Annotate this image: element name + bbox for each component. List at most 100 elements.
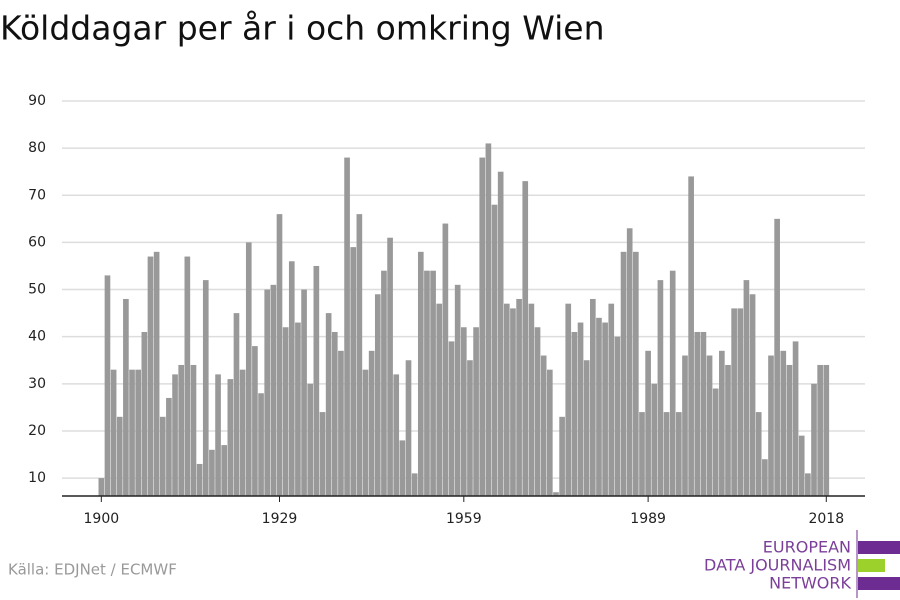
bar xyxy=(319,412,326,496)
bar xyxy=(393,374,400,496)
y-tick-label: 40 xyxy=(28,329,46,345)
bar xyxy=(362,369,369,496)
bar xyxy=(737,308,744,496)
chart-title: Kölddagar per år i och omkring Wien xyxy=(0,9,605,48)
bar xyxy=(233,313,240,496)
bar xyxy=(190,364,197,496)
bar xyxy=(123,298,129,496)
bar xyxy=(387,237,393,496)
x-tick-label: 1989 xyxy=(630,511,666,527)
bar xyxy=(172,374,178,496)
bar xyxy=(141,331,148,496)
bar xyxy=(645,350,651,496)
bar xyxy=(295,322,301,496)
bar xyxy=(288,261,295,496)
bar xyxy=(270,284,277,496)
bar xyxy=(381,270,387,496)
bar xyxy=(442,223,449,496)
bar xyxy=(350,247,357,496)
bar xyxy=(313,265,320,496)
bar xyxy=(448,341,455,496)
bar xyxy=(620,251,627,496)
bar xyxy=(712,388,719,496)
bar xyxy=(565,303,572,496)
logo-text: DATA JOURNALISM xyxy=(704,556,851,575)
y-tick-label: 90 xyxy=(28,93,46,109)
x-tick-label: 1929 xyxy=(262,511,298,527)
y-tick-label: 70 xyxy=(28,187,46,203)
bar xyxy=(301,289,307,496)
bar xyxy=(424,270,430,496)
bar xyxy=(227,379,234,496)
bar xyxy=(178,364,185,496)
bar xyxy=(473,327,479,496)
bar xyxy=(374,294,381,496)
bar xyxy=(749,294,756,496)
bar xyxy=(614,336,621,496)
logo-text: EUROPEAN xyxy=(763,538,851,557)
bar xyxy=(669,270,676,496)
bar xyxy=(528,303,535,496)
bar xyxy=(676,412,682,496)
bar xyxy=(590,298,596,496)
bar xyxy=(755,412,762,496)
bar xyxy=(104,275,111,496)
bar xyxy=(608,303,615,496)
bar xyxy=(762,459,768,496)
bar xyxy=(663,412,670,496)
bar xyxy=(682,355,688,496)
y-tick-label: 10 xyxy=(28,470,46,486)
bar xyxy=(651,383,658,496)
bar xyxy=(706,355,713,496)
bar xyxy=(135,369,142,496)
x-tick-label: 1959 xyxy=(446,511,482,527)
bar xyxy=(786,364,793,496)
bar xyxy=(245,242,252,496)
y-tick-label: 50 xyxy=(28,282,46,298)
y-tick-label: 20 xyxy=(28,423,46,439)
bar xyxy=(110,369,117,496)
y-tick-label: 80 xyxy=(28,140,46,156)
bar xyxy=(411,473,418,496)
bar xyxy=(639,412,645,496)
source: Källa: EDJNet / ECMWF xyxy=(8,561,177,579)
bar xyxy=(626,228,633,496)
bar xyxy=(325,313,332,496)
bar xyxy=(184,256,191,496)
bar xyxy=(497,171,504,497)
bar xyxy=(252,346,258,496)
bar xyxy=(196,463,203,496)
bar xyxy=(522,181,529,496)
bar xyxy=(534,327,541,496)
bar xyxy=(571,331,578,496)
bar xyxy=(805,473,811,496)
x-tick-label: 1900 xyxy=(84,511,120,527)
bar xyxy=(338,350,344,496)
bar xyxy=(282,327,289,496)
bar xyxy=(215,374,221,496)
bar xyxy=(774,218,780,496)
bar xyxy=(503,303,510,496)
bar xyxy=(399,440,406,496)
bar xyxy=(798,435,805,496)
bar xyxy=(460,327,467,496)
x-tick-label: 2018 xyxy=(808,511,844,527)
bar xyxy=(166,397,172,496)
bar xyxy=(485,143,492,497)
bar xyxy=(768,355,774,496)
bar xyxy=(516,298,522,496)
bar xyxy=(577,322,584,496)
bar xyxy=(596,317,602,496)
logo-text: NETWORK xyxy=(769,574,851,593)
bar xyxy=(792,341,799,496)
bar xyxy=(368,350,375,496)
bar xyxy=(116,416,123,496)
bar xyxy=(258,393,264,496)
bar xyxy=(491,204,498,496)
bar xyxy=(221,445,228,496)
y-tick-label: 60 xyxy=(28,234,46,250)
bar xyxy=(700,331,707,496)
bar xyxy=(823,364,830,496)
bar xyxy=(633,251,639,496)
